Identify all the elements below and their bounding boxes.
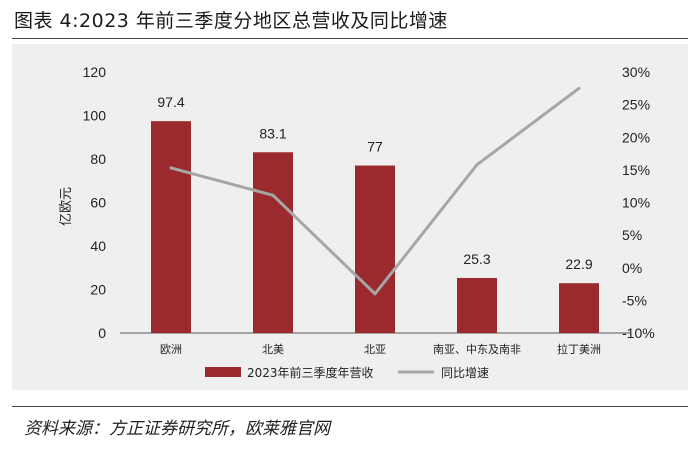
source-note: 资料来源：方正证券研究所，欧莱雅官网 xyxy=(24,419,330,439)
y2-tick-label: 0% xyxy=(622,260,642,276)
x-tick-label: 北美 xyxy=(262,343,284,356)
bar xyxy=(151,121,191,333)
y-axis-label: 亿欧元 xyxy=(59,187,74,226)
growth-point xyxy=(577,86,581,90)
y-tick-label: 120 xyxy=(83,64,107,80)
y2-tick-label: 20% xyxy=(622,129,650,145)
bar-data-label: 25.3 xyxy=(463,251,490,267)
growth-point xyxy=(373,292,377,296)
y2-tick-label: -5% xyxy=(622,292,647,308)
growth-point xyxy=(169,166,173,170)
y2-tick-label: 30% xyxy=(622,64,650,80)
legend-line-label: 同比增速 xyxy=(441,366,489,380)
bar xyxy=(355,165,395,333)
y-tick-label: 40 xyxy=(90,238,106,254)
y-tick-label: 80 xyxy=(90,151,106,167)
growth-point xyxy=(271,193,275,197)
bar xyxy=(457,277,497,333)
x-tick-label: 欧洲 xyxy=(160,343,182,356)
legend-bar-label: 2023年前三季度年营收 xyxy=(247,365,374,380)
legend-bar-swatch xyxy=(205,367,241,377)
bar-data-label: 77 xyxy=(367,139,383,155)
source-divider xyxy=(12,406,688,407)
y2-tick-label: 5% xyxy=(622,227,642,243)
x-tick-label: 拉丁美洲 xyxy=(557,342,601,356)
y2-tick-label: 10% xyxy=(622,195,650,211)
chart-title: 图表 4:2023 年前三季度分地区总营收及同比增速 xyxy=(14,10,448,32)
y2-tick-label: 25% xyxy=(622,97,650,113)
y-tick-label: 0 xyxy=(98,325,106,341)
bar xyxy=(559,283,599,333)
y2-tick-label: 15% xyxy=(622,162,650,178)
bar-data-label: 22.9 xyxy=(565,256,592,272)
y-tick-label: 100 xyxy=(83,108,107,124)
y-tick-label: 20 xyxy=(90,282,106,298)
x-tick-label: 南亚、中东及南非 xyxy=(433,343,521,356)
bar xyxy=(253,152,293,333)
growth-point xyxy=(475,163,479,167)
title-divider xyxy=(12,38,688,39)
y2-tick-label: -10% xyxy=(622,325,655,341)
bar-data-label: 97.4 xyxy=(157,94,184,110)
bar-data-label: 83.1 xyxy=(259,125,286,141)
x-tick-label: 北亚 xyxy=(364,343,386,356)
y-tick-label: 60 xyxy=(90,195,106,211)
